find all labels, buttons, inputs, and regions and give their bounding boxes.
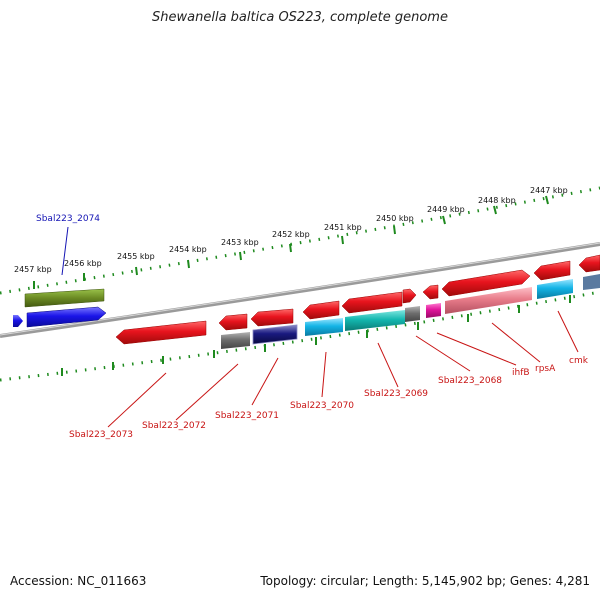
scale-label: 2447 kbp [530, 186, 568, 195]
gene-label-sbal223-2070[interactable]: Sbal223_2070 [290, 401, 354, 411]
feature-gray-1[interactable] [221, 332, 250, 349]
feature-small-blue[interactable] [13, 315, 23, 327]
inner-ticks [61, 295, 571, 376]
scale-label: 2452 kbp [272, 230, 310, 239]
feature-magenta[interactable] [426, 303, 441, 318]
gene-label-cmk[interactable]: cmk [569, 356, 589, 366]
feature-small-red-1[interactable] [402, 288, 417, 304]
inner-dotted-track [0, 290, 600, 382]
genome-backbone [0, 242, 600, 338]
scale-label: 2450 kbp [376, 214, 414, 223]
gene-label-sbal223-2073[interactable]: Sbal223_2073 [69, 430, 133, 440]
feature-sbal223-2071-red[interactable] [250, 308, 294, 327]
gene-label-sbal223-2071[interactable]: Sbal223_2071 [215, 411, 279, 421]
gene-labels: Sbal223_2074 Sbal223_2073 Sbal223_2072 S… [36, 214, 589, 440]
gene-label-rpsa[interactable]: rpsA [535, 364, 556, 374]
scale-tick [135, 266, 138, 276]
feature-gray-2[interactable] [405, 306, 420, 322]
leader-line [175, 363, 239, 421]
leader-line [415, 335, 471, 372]
scale-label: 2449 kbp [427, 205, 465, 214]
leader-line [61, 226, 69, 276]
gene-label-sbal223-2074[interactable]: Sbal223_2074 [36, 214, 100, 224]
leader-line [321, 351, 327, 398]
gene-label-sbal223-2069[interactable]: Sbal223_2069 [364, 389, 428, 399]
scale-tick [493, 205, 497, 215]
scale-label: 2451 kbp [324, 223, 362, 232]
feature-small-red-2[interactable] [422, 284, 439, 300]
feature-slate[interactable] [583, 274, 600, 290]
feature-sbal223-2069-red[interactable] [341, 291, 403, 314]
scale-label: 2457 kbp [14, 265, 52, 274]
scale-label: 2453 kbp [221, 238, 259, 247]
scale-label: 2454 kbp [169, 245, 207, 254]
feature-olive[interactable] [24, 288, 105, 308]
scale-label: 2448 kbp [478, 196, 516, 205]
feature-rpsA-red[interactable] [533, 260, 571, 281]
label-leaders [61, 226, 579, 428]
scale-tick [545, 195, 549, 205]
leader-line [491, 322, 541, 363]
scale-label: 2456 kbp [64, 259, 102, 268]
feature-navy[interactable] [252, 324, 298, 345]
leader-line [251, 357, 279, 406]
scale-tick [393, 225, 396, 235]
feature-cmk-red[interactable] [578, 254, 600, 273]
feature-cyan-1[interactable] [305, 318, 343, 336]
feature-sbal223-2074[interactable] [26, 306, 107, 328]
feature-cyan-2[interactable] [537, 279, 573, 299]
scale-label: 2455 kbp [117, 252, 155, 261]
feature-sbal223-2068-red[interactable] [441, 269, 531, 297]
scale-tick [187, 259, 190, 269]
feature-teal[interactable] [345, 310, 405, 331]
feature-sbal223-2072-red[interactable] [218, 313, 248, 331]
map-title: Shewanella baltica OS223, complete genom… [152, 10, 448, 25]
feature-pink[interactable] [445, 287, 532, 314]
gene-label-ihfb[interactable]: ihfB [512, 368, 530, 378]
outer-dotted-track [0, 186, 600, 295]
scale-tick [239, 251, 242, 261]
inner-features [221, 274, 600, 349]
feature-sbal223-2070-red[interactable] [302, 300, 340, 320]
leader-line [436, 332, 517, 366]
leader-line [557, 310, 579, 353]
scale-tick [341, 235, 344, 245]
accession-text: Accession: NC_011663 [10, 574, 147, 588]
outer-scale-track: 2457 kbp 2456 kbp 2455 kbp 2454 kbp 2453… [0, 186, 600, 295]
genome-summary-text: Topology: circular; Length: 5,145,902 bp… [260, 574, 590, 588]
feature-sbal223-2073[interactable] [115, 320, 207, 345]
leader-line [107, 372, 167, 428]
scale-tick [442, 215, 446, 225]
gene-label-sbal223-2072[interactable]: Sbal223_2072 [142, 421, 206, 431]
forward-features [13, 254, 600, 345]
scale-tick [289, 243, 292, 253]
leader-line [377, 342, 399, 388]
gene-label-sbal223-2068[interactable]: Sbal223_2068 [438, 376, 502, 386]
genome-backbone-highlight [0, 242, 600, 336]
